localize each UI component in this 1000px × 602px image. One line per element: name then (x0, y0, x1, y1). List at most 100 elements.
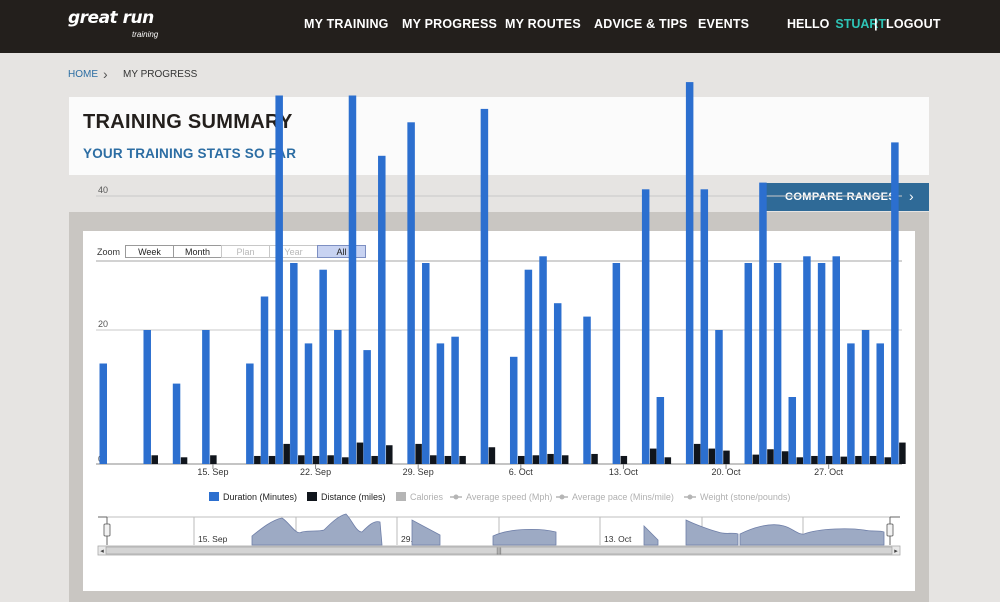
duration-bar (656, 397, 665, 464)
distance-bar (298, 455, 305, 464)
nav-events[interactable]: EVENTS (698, 17, 750, 31)
legend-label: Calories (410, 492, 444, 502)
distance-bar (268, 455, 276, 464)
distance-bar (430, 455, 437, 464)
x-tick-label: 6. Oct (509, 467, 534, 477)
distance-bar (649, 448, 657, 464)
distance-bar (884, 457, 891, 464)
duration-bar (260, 296, 269, 464)
y-tick-label: 40 (98, 185, 108, 195)
navigator-tick-label: 13. Oct (604, 534, 632, 544)
scroll-right-arrow-icon: ▸ (894, 548, 898, 555)
distance-bar (796, 457, 804, 464)
legend-label: Average speed (Mph) (466, 492, 552, 502)
duration-bar (275, 95, 283, 464)
duration-bar (891, 142, 899, 464)
distance-bar (840, 456, 847, 464)
navigator-scrollbar-thumb (105, 546, 893, 555)
duration-bar (304, 343, 313, 464)
page-subtitle: YOUR TRAINING STATS SO FAR (83, 146, 297, 161)
duration-bar (451, 336, 459, 464)
duration-bar (700, 189, 709, 465)
distance-bar (444, 455, 452, 464)
duration-bar (348, 95, 357, 464)
page-title: TRAINING SUMMARY (83, 111, 293, 133)
duration-bar (788, 397, 797, 464)
duration-bar (246, 363, 254, 464)
duration-bar (641, 189, 650, 465)
breadcrumb-home-link[interactable]: HOME (68, 69, 98, 80)
user-name[interactable]: STUART (835, 17, 887, 31)
x-tick-label: 20. Oct (712, 467, 742, 477)
logout-link[interactable]: LOGOUT (886, 17, 941, 31)
distance-bar (488, 447, 496, 464)
distance-bar (151, 455, 158, 464)
navigator-tick-label: 15. Sep (198, 534, 228, 544)
legend-swatch (307, 492, 317, 501)
duration-bar (539, 256, 547, 464)
distance-bar (781, 451, 789, 464)
nav-my-routes[interactable]: MY ROUTES (505, 17, 581, 31)
duration-bar (378, 155, 386, 465)
legend-point-marker (453, 494, 459, 500)
navigator-range-handle (886, 523, 894, 537)
distance-bar (327, 455, 334, 464)
legend-label: Distance (miles) (321, 492, 386, 502)
distance-bar (312, 455, 320, 464)
distance-bar (591, 453, 598, 464)
great-run-logo[interactable]: great run training (68, 8, 158, 39)
legend-swatch (396, 492, 406, 501)
nav-advice-tips[interactable]: ADVICE & TIPS (594, 17, 688, 31)
duration-bar (319, 269, 327, 464)
legend-label: Duration (Minutes) (223, 492, 297, 502)
duration-bar (715, 330, 723, 464)
scroll-grip-icon: ||| (496, 548, 502, 555)
duration-bar (685, 82, 694, 464)
nav-my-progress[interactable]: MY PROGRESS (402, 17, 498, 31)
compare-ranges-label: COMPARE RANGES (785, 191, 897, 203)
distance-bar (371, 455, 378, 464)
distance-bar (517, 455, 525, 464)
distance-bar (899, 442, 906, 464)
duration-bar (817, 263, 826, 464)
zoom-plan-button[interactable]: Plan (221, 245, 270, 258)
distance-bar (825, 455, 833, 464)
nav-my-training[interactable]: MY TRAINING (304, 17, 389, 31)
navigator-range-handle (103, 523, 111, 537)
duration-bar (759, 182, 767, 464)
duration-bar (143, 330, 151, 464)
distance-bar (210, 455, 217, 464)
breadcrumb-current: MY PROGRESS (123, 69, 198, 80)
distance-bar (180, 457, 188, 464)
duration-bar (861, 330, 870, 464)
duration-bar (334, 330, 342, 464)
navigator-series-area (492, 528, 557, 546)
hello-label: HELLO (787, 17, 830, 31)
legend-label: Average pace (Mins/mile) (572, 492, 674, 502)
legend-point-marker (687, 494, 693, 500)
duration-bar (480, 108, 489, 465)
distance-bar (386, 445, 393, 464)
duration-bar (99, 363, 107, 464)
y-tick-label: 20 (98, 319, 108, 329)
distance-bar (855, 455, 862, 464)
duration-bar (876, 343, 884, 464)
duration-bar (832, 256, 840, 464)
duration-bar (524, 269, 533, 464)
distance-bar (767, 449, 774, 464)
duration-bar (773, 263, 782, 464)
compare-ranges-button[interactable]: COMPARE RANGES › (766, 183, 929, 211)
distance-bar (547, 453, 554, 464)
training-summary-card: TRAINING SUMMARY YOUR TRAINING STATS SO … (69, 97, 929, 175)
duration-bar (290, 263, 298, 464)
navigator-series-area (739, 524, 885, 546)
duration-bar (202, 330, 210, 464)
navigator-series-area (643, 525, 659, 546)
distance-bar (620, 455, 628, 464)
distance-bar (459, 455, 466, 464)
x-tick-label: 29. Sep (403, 467, 434, 477)
distance-bar (283, 443, 290, 464)
navigator-series-area (411, 519, 441, 546)
chevron-right-icon: › (103, 66, 108, 82)
